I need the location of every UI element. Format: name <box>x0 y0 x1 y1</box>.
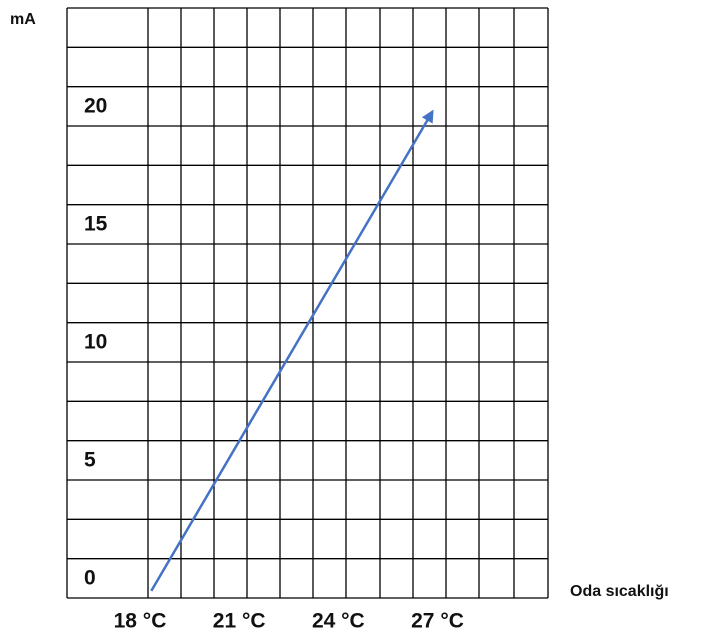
grid <box>66 7 549 599</box>
x-tick-label: 27 °C <box>411 610 464 633</box>
y-tick-label: 15 <box>84 213 108 236</box>
y-tick-label: 5 <box>84 449 96 472</box>
x-axis-label: Oda sıcaklığı <box>570 583 669 600</box>
x-tick-label: 24 °C <box>312 610 365 633</box>
y-tick-label: 0 <box>84 567 96 590</box>
line <box>150 109 434 592</box>
y-tick-label: 20 <box>84 95 107 118</box>
y-axis-label: mA <box>10 11 36 28</box>
y-tick-label: 10 <box>84 331 107 354</box>
x-tick-label: 21 °C <box>213 610 266 633</box>
x-tick-label: 18 °C <box>114 610 167 633</box>
